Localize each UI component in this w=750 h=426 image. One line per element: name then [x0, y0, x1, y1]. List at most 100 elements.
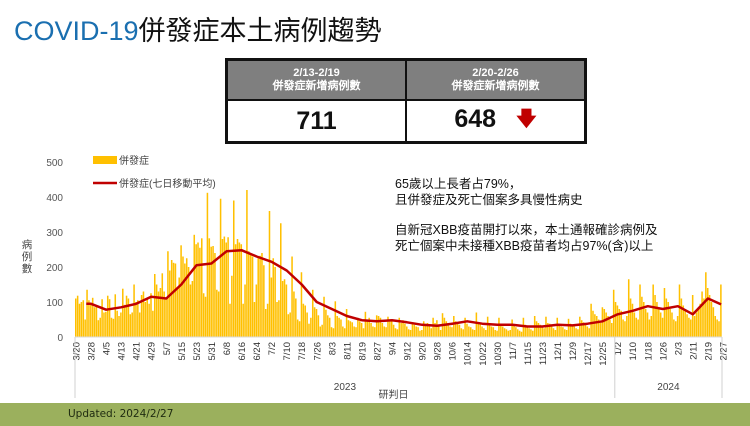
bar [710, 302, 713, 337]
bar [503, 328, 506, 337]
note-line: 65歲以上長者占79%， [395, 177, 522, 191]
bar [246, 190, 248, 337]
bar [633, 312, 636, 337]
bar [404, 323, 406, 337]
bar [315, 309, 318, 337]
bar [673, 319, 675, 337]
bar [520, 331, 523, 337]
y-tick-label: 300 [46, 228, 63, 239]
x-tick-label: 3/28 [87, 342, 98, 361]
bar [650, 316, 653, 337]
bar [217, 291, 220, 337]
bar [197, 242, 199, 337]
bar [103, 312, 105, 337]
x-tick-label: 9/4 [387, 342, 398, 355]
bar [409, 330, 412, 337]
bar [272, 258, 275, 337]
bar [535, 321, 538, 337]
bar [430, 328, 433, 337]
y-tick-label: 400 [46, 193, 63, 204]
bar [654, 295, 656, 337]
x-tick-label: 1/2 [613, 342, 624, 355]
annotation-text: 65歲以上長者占79%， 且併發症及死亡個案多具慢性病史 自新冠XBB疫苗開打以來… [395, 176, 658, 268]
bar [451, 327, 453, 337]
bar [641, 296, 643, 337]
bar [616, 305, 619, 337]
bar [138, 312, 141, 337]
bar [293, 291, 295, 337]
bar [234, 244, 237, 337]
summary-table: 2/13-2/19 併發症新增病例數 2/20-2/26 併發症新增病例數 711 … [225, 58, 587, 144]
bar [697, 309, 700, 337]
bar [505, 329, 508, 337]
bar [323, 296, 325, 337]
bar [264, 309, 267, 337]
note-line: 死亡個案中未接種XBB疫苗者均占97%(含)以上 [395, 239, 654, 253]
bar [695, 312, 698, 337]
x-tick-label: 8/3 [327, 342, 338, 355]
bar [507, 330, 510, 337]
bar [667, 302, 669, 337]
bar [594, 314, 596, 337]
bar [120, 312, 122, 337]
bar [108, 299, 111, 337]
bar [492, 327, 495, 337]
bar [93, 307, 96, 337]
bar [84, 319, 86, 337]
bar [193, 234, 196, 337]
bar [665, 298, 668, 337]
bar [445, 321, 448, 337]
bar [575, 328, 577, 337]
bar [110, 317, 113, 337]
title-zh: 併發症本土病例趨勢 [138, 16, 382, 46]
bar [114, 294, 117, 337]
bar [635, 317, 638, 337]
bar [263, 265, 265, 337]
bar [629, 298, 632, 337]
bar [377, 316, 380, 337]
summary-value-prev: 711 [225, 99, 407, 144]
bar [364, 311, 367, 337]
bar [588, 328, 590, 337]
bar [327, 315, 329, 337]
bar [372, 326, 374, 337]
bar [691, 295, 694, 337]
bar [306, 312, 308, 337]
bar [530, 329, 532, 337]
bar [347, 320, 350, 337]
bar [580, 320, 583, 337]
bar [646, 312, 649, 337]
bar [537, 323, 540, 337]
bar [298, 321, 301, 337]
bar [486, 316, 489, 337]
bar [385, 327, 387, 337]
metric-label: 併發症新增病例數 [272, 80, 361, 92]
bar [187, 267, 190, 337]
bar [176, 288, 179, 337]
bar [362, 328, 365, 337]
x-tick-label: 2/19 [703, 342, 714, 361]
bar [590, 303, 592, 337]
bar [118, 316, 120, 337]
bar [558, 324, 560, 337]
bar [148, 303, 150, 337]
bar [101, 299, 103, 337]
bar [105, 311, 107, 337]
bar [387, 316, 389, 337]
bar [80, 302, 83, 337]
bar [127, 298, 130, 337]
bar [201, 238, 203, 337]
bar [481, 326, 483, 337]
y-tick-label: 500 [46, 158, 63, 169]
bar [571, 324, 574, 337]
bar [204, 296, 207, 337]
bar [614, 302, 617, 337]
bar [396, 329, 399, 337]
bar [135, 302, 137, 337]
bar [214, 253, 216, 337]
bar [317, 315, 320, 337]
bar [473, 330, 476, 337]
bar [501, 326, 504, 337]
bar [370, 323, 372, 337]
bar [157, 291, 160, 337]
